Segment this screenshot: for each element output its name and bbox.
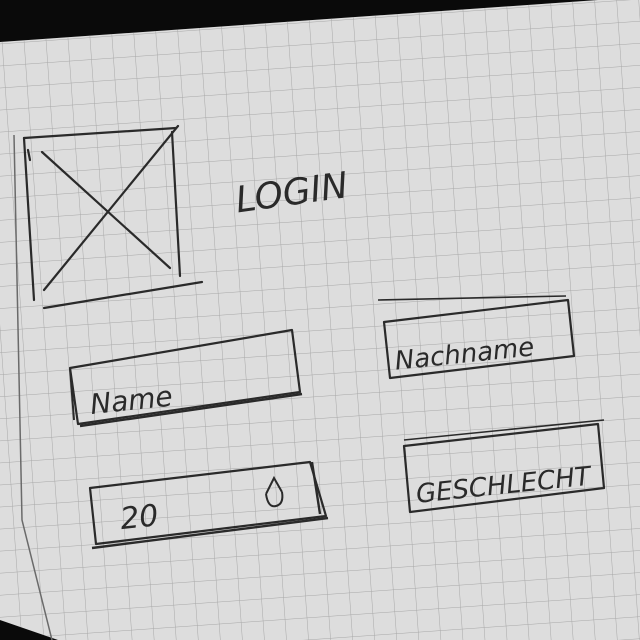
age-stepper[interactable]: 20 bbox=[88, 460, 329, 550]
age-value: 20 bbox=[118, 498, 160, 537]
paper-margin-line bbox=[13, 134, 53, 640]
stepper-arrows-icon[interactable] bbox=[265, 475, 284, 508]
image-placeholder-icon bbox=[22, 124, 204, 310]
name-field[interactable]: Name bbox=[68, 328, 303, 428]
